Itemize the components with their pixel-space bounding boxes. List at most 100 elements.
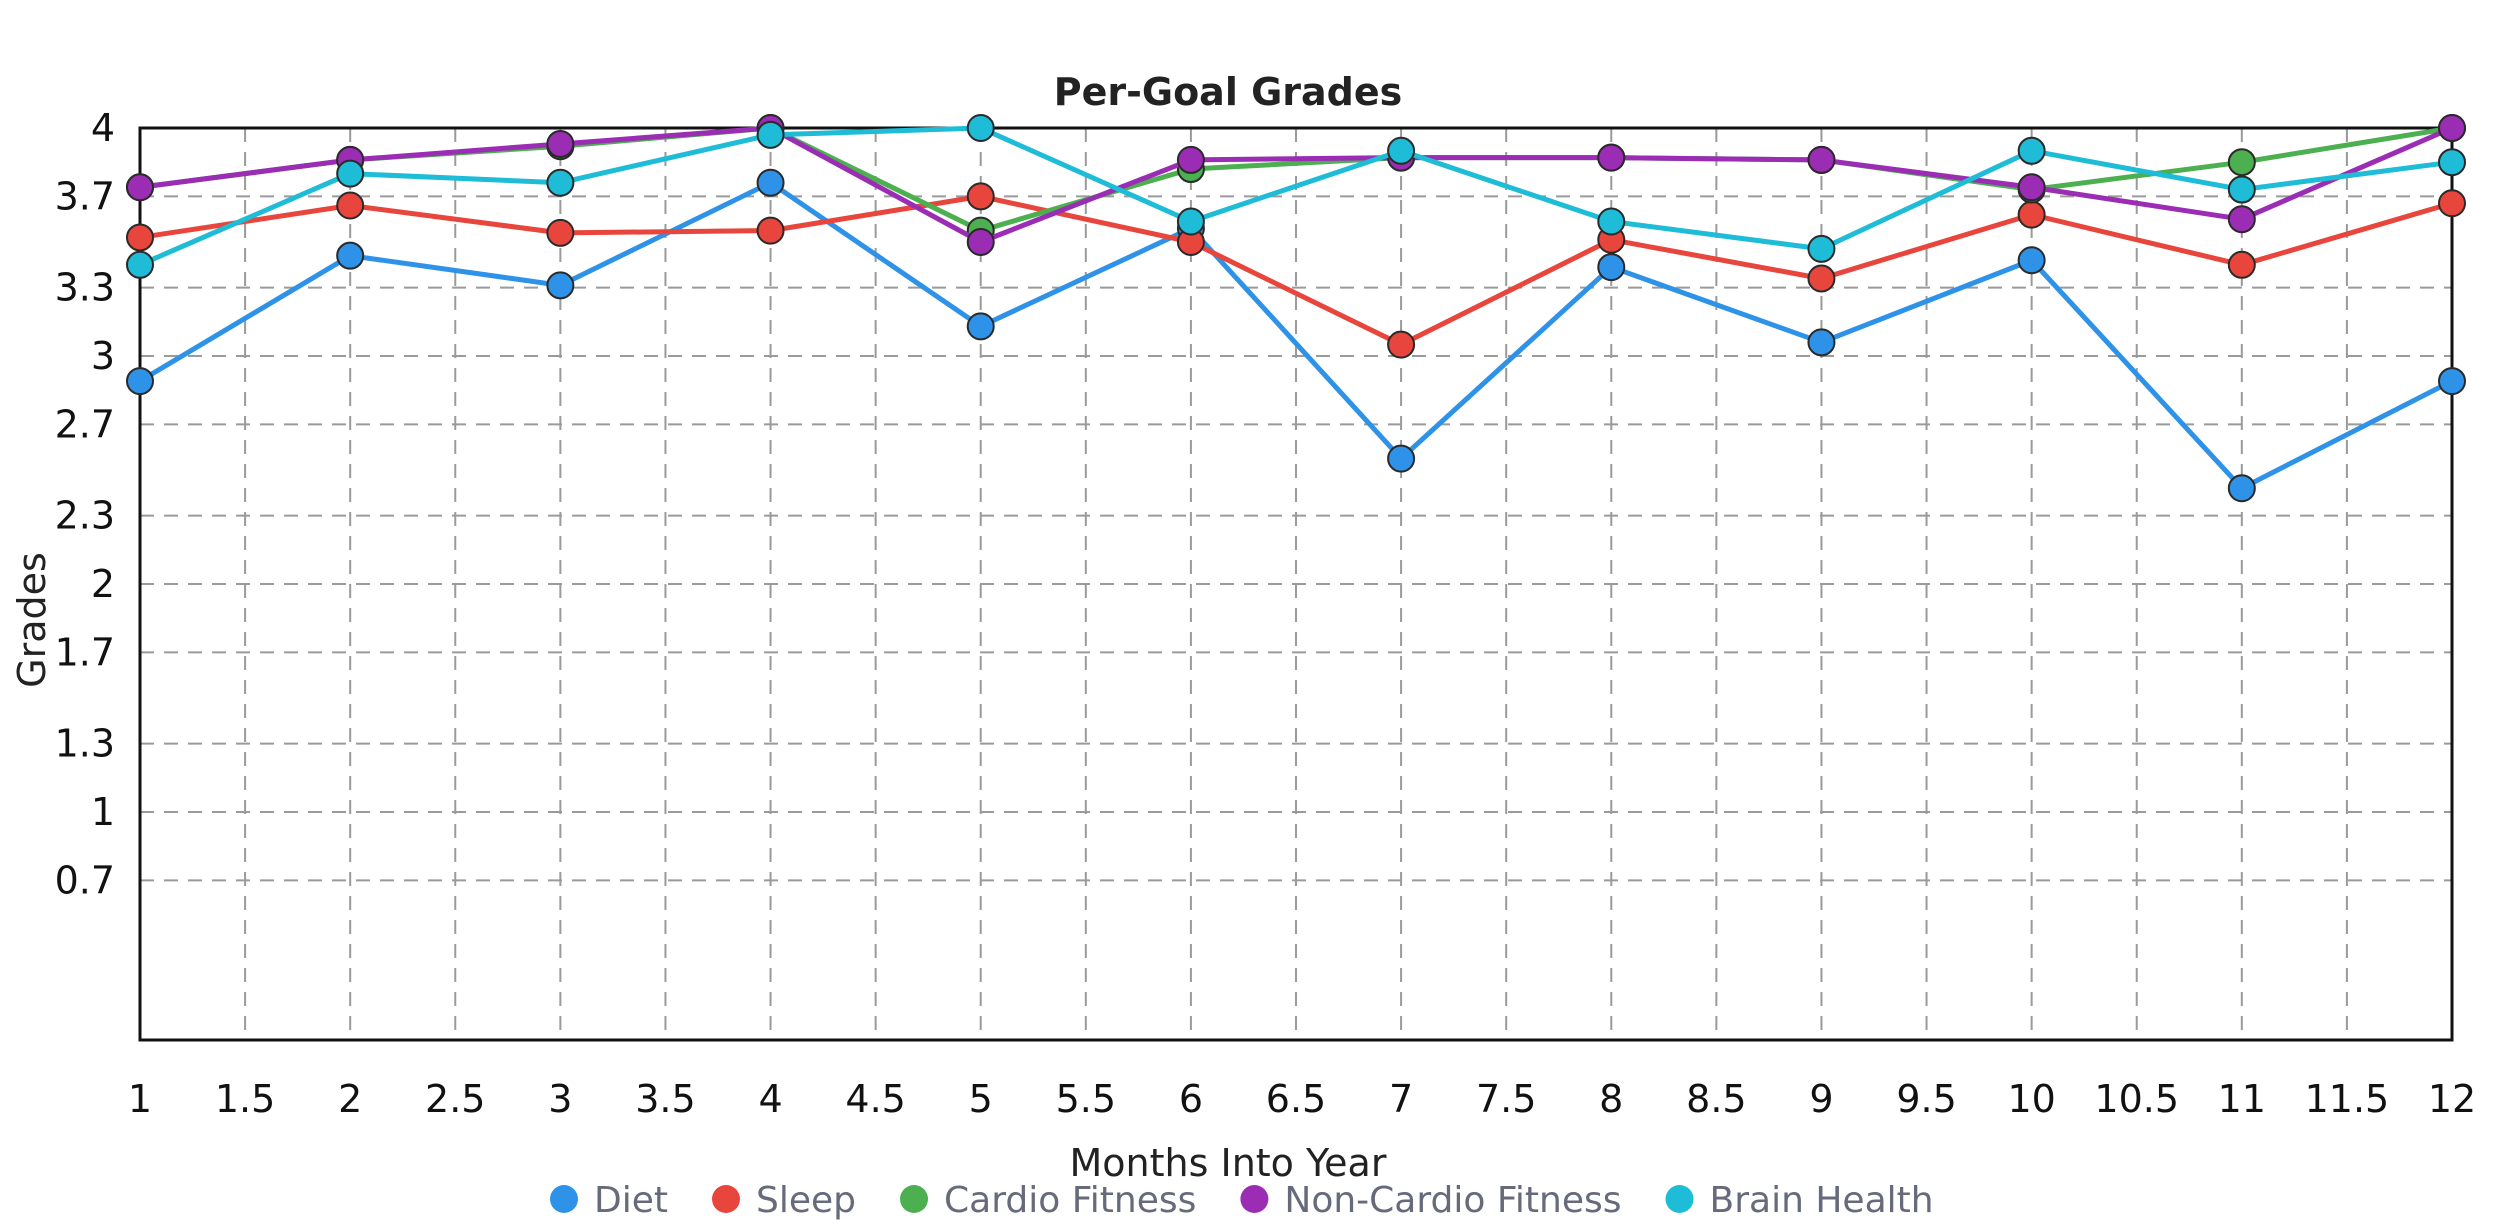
data-point [2227,175,2256,204]
y-tick-label: 2.3 [55,494,115,538]
data-point [546,271,575,300]
data-point [1807,145,1836,174]
x-axis-ticks: 1 1.5 2 2.5 3 3.5 4 4.5 5 5.5 6 6.5 7 7.5 8 8.5 9 9.5 10 10… [128,1077,2476,1121]
plot-area-frame [138,126,2454,1042]
y-axis-ticks: 0.7 1 1.3 1.7 2 2.3 2.7 3 3.3 3.7 4 [55,106,115,902]
series-line [139,193,2453,348]
data-point [1176,207,1205,236]
x-tick-label: 2 [338,1077,362,1121]
legend-item: Diet [550,1180,668,1221]
data-point [336,191,365,220]
data-point [966,182,995,211]
data-point [2438,114,2466,142]
y-tick-label: 1 [91,790,115,834]
data-point [1807,234,1836,263]
x-tick-label: 12 [2428,1077,2476,1121]
data-point [126,367,154,396]
x-tick-label: 3 [548,1077,572,1121]
data-point [2438,367,2466,396]
x-tick-label: 7.5 [1476,1077,1536,1121]
data-point [2227,474,2256,503]
data-point [126,223,154,252]
data-point [756,168,785,197]
x-tick-label: 8 [1599,1077,1623,1121]
x-tick-label: 5 [969,1077,993,1121]
data-point [2438,189,2466,218]
data-point [546,168,575,197]
y-tick-label: 4 [91,106,115,150]
y-tick-label: 3 [91,334,115,378]
x-tick-label: 3.5 [635,1077,695,1121]
data-point [2227,148,2256,177]
x-tick-label: 8.5 [1686,1077,1746,1121]
y-tick-label: 2 [91,562,115,606]
data-point [2227,205,2256,234]
chart-title: Per-Goal Grades [1054,70,1403,114]
y-axis-label: Grades [10,552,54,688]
y-tick-label: 0.7 [55,858,115,902]
x-tick-label: 10 [2007,1077,2055,1121]
x-tick-label: 7 [1389,1077,1413,1121]
x-tick-label: 4 [758,1077,782,1121]
data-point [2017,136,2046,165]
x-tick-label: 11 [2218,1077,2266,1121]
x-axis-label: Months Into Year [1070,1141,1387,1185]
legend-marker [712,1185,740,1213]
data-point [966,228,995,256]
data-point [1387,444,1416,473]
data-point [756,120,785,149]
legend-item: Sleep [712,1180,856,1221]
y-tick-label: 3.3 [55,266,115,310]
legend-item: Cardio Fitness [900,1180,1196,1221]
data-point [1387,330,1416,359]
legend-label: Cardio Fitness [944,1180,1196,1221]
data-point [1387,136,1416,165]
legend-item: Brain Health [1665,1180,1934,1221]
x-tick-label: 1 [128,1077,152,1121]
x-tick-label: 11.5 [2305,1077,2390,1121]
x-tick-label: 2.5 [425,1077,485,1121]
series-diet [126,168,2466,503]
data-point [1807,328,1836,357]
data-point [1597,143,1626,172]
data-point [1597,207,1626,236]
x-tick-label: 10.5 [2094,1077,2179,1121]
data-point [1176,145,1205,174]
series-non-cardio-fitness [126,114,2466,256]
y-tick-label: 1.3 [55,722,115,766]
y-tick-label: 1.7 [55,630,115,674]
data-point [336,159,365,188]
legend-label: Brain Health [1710,1180,1934,1221]
horizontal-gridlines [140,195,2452,882]
series-line [139,125,2453,245]
data-point [2017,200,2046,229]
series-line [138,180,2454,491]
data-point [2227,250,2256,279]
legend-item: Non-Cardio Fitness [1240,1180,1622,1221]
x-tick-label: 9.5 [1896,1077,1956,1121]
data-point [966,114,995,142]
y-tick-label: 2.7 [55,402,115,446]
data-point [2017,246,2046,275]
data-point [756,216,785,245]
data-point [126,250,154,279]
data-point [2438,148,2466,177]
legend-marker [1665,1185,1694,1213]
legend-label: Sleep [756,1180,856,1221]
x-tick-label: 6 [1179,1077,1203,1121]
legend-label: Diet [594,1180,668,1221]
series-sleep [126,182,2466,359]
y-tick-label: 3.7 [55,174,115,218]
data-point [126,173,154,202]
x-tick-label: 4.5 [845,1077,905,1121]
data-point [1597,253,1626,282]
legend-marker [900,1185,929,1213]
data-point [546,218,575,247]
series-brain-health [126,114,2466,279]
legend-marker [550,1185,578,1213]
data-point [336,241,365,270]
data-point [966,312,995,341]
x-tick-label: 5.5 [1056,1077,1116,1121]
series-line [139,125,2453,268]
